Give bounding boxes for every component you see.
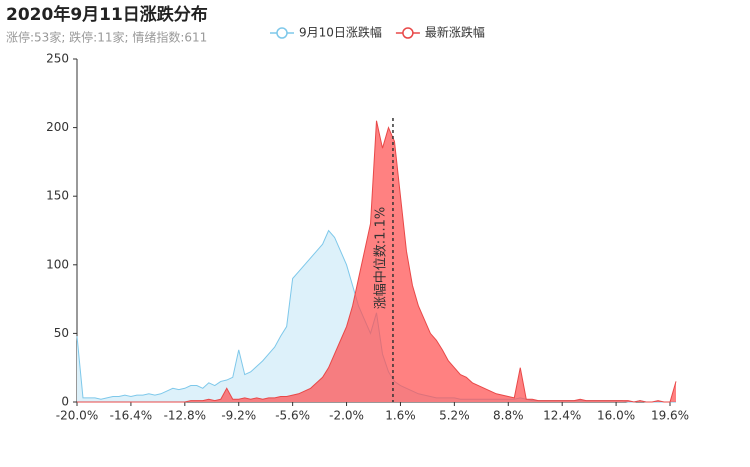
x-tick-label: -9.2%: [221, 409, 256, 423]
legend-label: 9月10日涨跌幅: [299, 25, 382, 40]
x-tick-label: 5.2%: [439, 409, 470, 423]
legend-item: 9月10日涨跌幅: [270, 25, 382, 40]
x-tick-label: 16.0%: [597, 409, 635, 423]
y-tick-label: 150: [46, 189, 69, 203]
x-tick-label: -20.0%: [56, 409, 98, 423]
x-tick-label: -5.6%: [275, 409, 310, 423]
chart-subtitle: 涨停:53家; 跌停:11家; 情绪指数:611: [6, 30, 207, 45]
x-tick-label: 12.4%: [543, 409, 581, 423]
x-tick-label: 8.8%: [493, 409, 524, 423]
y-tick-label: 200: [46, 120, 69, 134]
legend-label: 最新涨跌幅: [425, 25, 485, 40]
y-tick-label: 100: [46, 257, 69, 271]
y-tick-label: 50: [54, 326, 69, 340]
x-tick-label: 1.6%: [385, 409, 416, 423]
y-tick-label: 0: [61, 395, 69, 409]
legend-item: 最新涨跌幅: [395, 25, 485, 40]
line: [77, 120, 677, 403]
y-tick-label: 250: [46, 52, 69, 66]
legend-marker: [276, 27, 288, 39]
legend-marker: [402, 27, 414, 39]
x-tick-label: 19.6%: [651, 409, 689, 423]
median-label: 涨幅中位数:1.1%: [373, 207, 388, 309]
x-tick-label: -12.8%: [164, 409, 206, 423]
chart-title: 2020年9月11日涨跌分布: [6, 4, 208, 25]
x-tick-label: -16.4%: [110, 409, 152, 423]
area: [77, 120, 676, 403]
x-tick-label: -2.0%: [329, 409, 364, 423]
